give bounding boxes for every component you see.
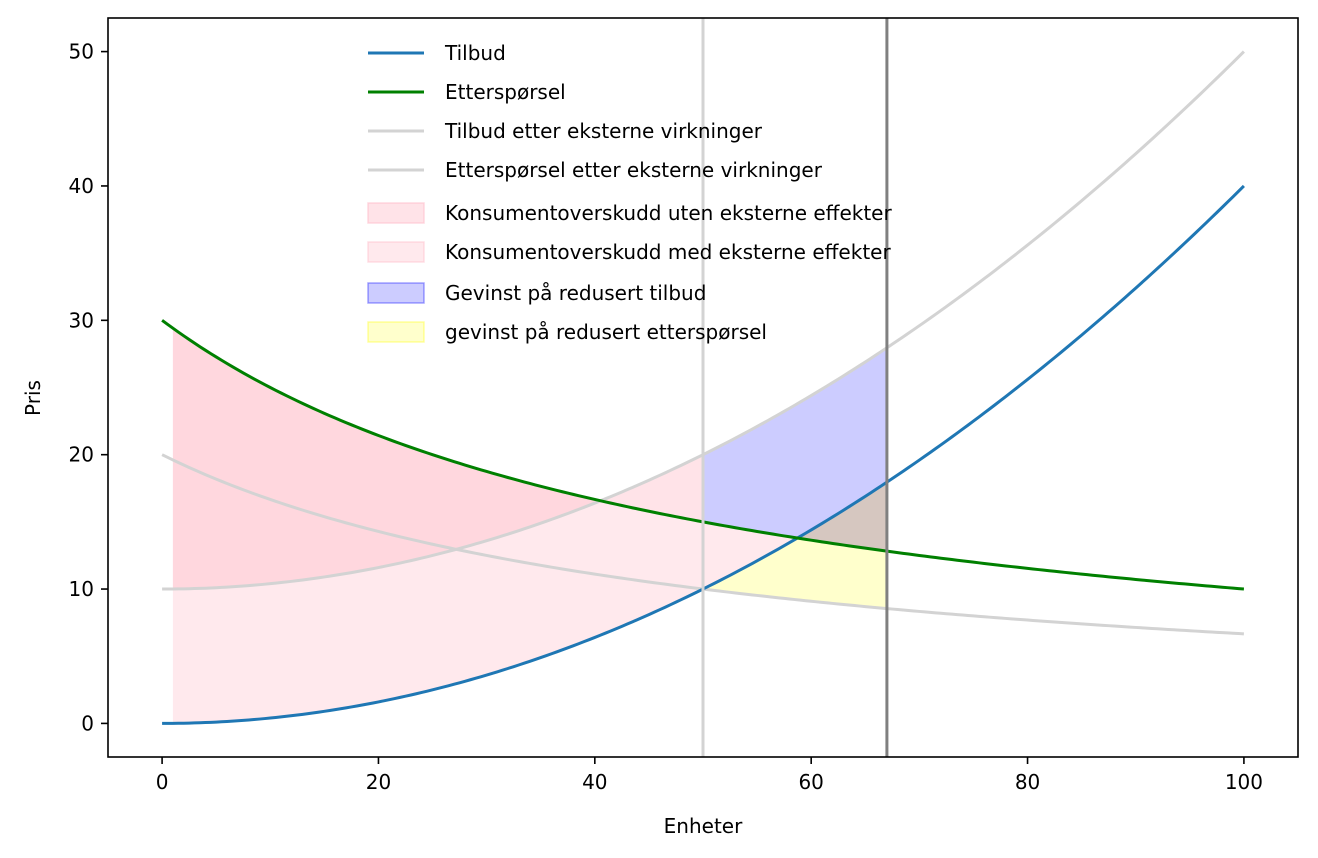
area-gevinst-pa-redusert-tilbud (703, 347, 887, 552)
area-konsumentoverskudd-uten-eksterne-effekter (172, 328, 703, 589)
legend-swatch (367, 202, 425, 224)
legend-item-ettersporsel: Etterspørsel (368, 80, 566, 104)
legend-item-ettersporsel-etter-eksterne-virkninger: Etterspørsel etter eksterne virkninger (368, 158, 823, 182)
legend-label: gevinst på redusert etterspørsel (445, 320, 767, 344)
legend-label: Konsumentoverskudd med eksterne effekter (445, 240, 891, 264)
legend-label: Gevinst på redusert tilbud (445, 281, 706, 305)
x-tick-label: 80 (1015, 770, 1040, 794)
x-tick-label: 60 (798, 770, 823, 794)
legend-label: Etterspørsel etter eksterne virkninger (445, 158, 823, 182)
area-gevinst-pa-redusert-ettersporsel (703, 482, 887, 609)
y-tick-label: 50 (69, 40, 94, 64)
legend-label: Tilbud etter eksterne virkninger (444, 119, 763, 143)
legend-item-gevinst-pa-redusert-tilbud: Gevinst på redusert tilbud (367, 281, 706, 305)
legend-label: Etterspørsel (445, 80, 566, 104)
x-tick-label: 20 (366, 770, 391, 794)
legend-label: Tilbud (444, 41, 506, 65)
y-tick-label: 20 (69, 443, 94, 467)
legend: Tilbud Etterspørsel Tilbud etter eksterne … (367, 41, 892, 344)
legend-swatch (367, 321, 425, 343)
legend-item-gevinst-pa-redusert-ettersporsel: gevinst på redusert etterspørsel (367, 320, 767, 344)
x-axis-label: Enheter (664, 814, 743, 838)
legend-swatch (367, 241, 425, 263)
y-axis-label: Pris (21, 380, 45, 416)
plot-frame (107, 17, 1299, 758)
legend-item-konsumentoverskudd-uten-eksterne-effekter: Konsumentoverskudd uten eksterne effekte… (367, 201, 892, 225)
y-tick-label: 40 (69, 174, 94, 198)
y-tick-label: 30 (69, 308, 94, 332)
legend-item-konsumentoverskudd-med-eksterne-effekter: Konsumentoverskudd med eksterne effekter (367, 240, 891, 264)
x-tick-label: 100 (1225, 770, 1263, 794)
y-tick-label: 0 (81, 711, 94, 735)
plot-area (161, 18, 1245, 757)
legend-item-tilbud-etter-eksterne-virkninger: Tilbud etter eksterne virkninger (368, 119, 763, 143)
x-tick-label: 40 (582, 770, 607, 794)
y-tick-label: 10 (69, 577, 94, 601)
axis-ticks: 0 20 40 60 80 100 0 10 20 30 40 50 (69, 40, 1263, 794)
legend-item-tilbud: Tilbud (368, 41, 506, 65)
x-tick-label: 0 (156, 770, 169, 794)
legend-swatch (367, 282, 425, 304)
legend-label: Konsumentoverskudd uten eksterne effekte… (445, 201, 892, 225)
